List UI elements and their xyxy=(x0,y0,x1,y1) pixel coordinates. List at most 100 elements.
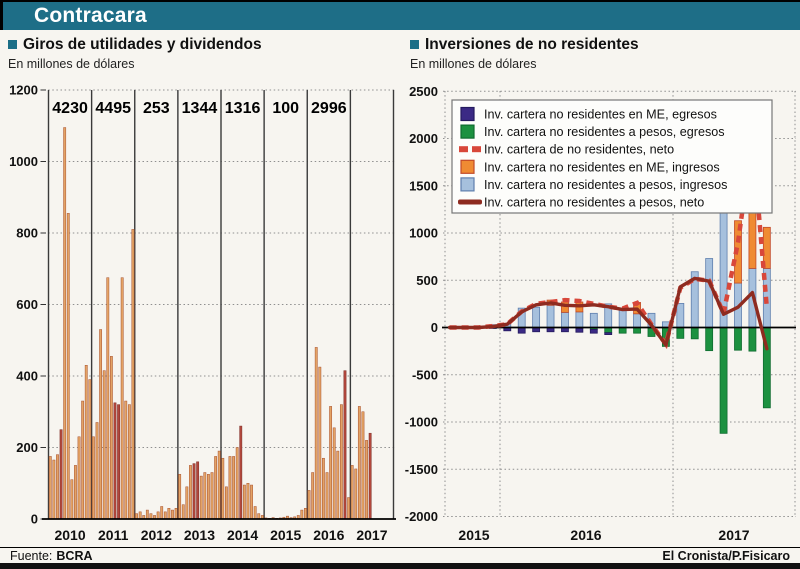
month-bar xyxy=(163,511,167,520)
month-bar xyxy=(167,508,171,520)
month-bar xyxy=(156,511,160,520)
me-outflow-bar xyxy=(604,332,613,335)
year-label: 2017 xyxy=(718,527,749,543)
pesos-inflow-bar xyxy=(561,311,569,328)
legend-square-swatch xyxy=(460,124,475,139)
month-bar xyxy=(318,366,322,520)
month-bar xyxy=(81,400,85,520)
pesos-outflow-bar xyxy=(734,327,742,351)
pesos-outflow-bar xyxy=(676,327,685,339)
month-bar xyxy=(109,356,113,520)
month-bar xyxy=(63,127,67,520)
month-bar xyxy=(174,508,178,520)
bottom-black-bar xyxy=(0,563,800,569)
y-tick-label: -500 xyxy=(412,367,438,382)
month-bar xyxy=(343,370,347,520)
footer: Fuente: BCRA El Cronista/P.Fisicaro xyxy=(0,547,800,563)
year-label: 2012 xyxy=(141,527,172,543)
month-bar xyxy=(88,379,92,520)
year-total: 1316 xyxy=(225,100,261,117)
month-bar xyxy=(84,365,88,520)
pesos-inflow-bar xyxy=(633,313,641,328)
source-value: BCRA xyxy=(56,548,93,563)
year-label: 2016 xyxy=(313,527,344,543)
month-bar xyxy=(228,456,232,520)
month-bar xyxy=(113,402,117,520)
year-total: 4495 xyxy=(95,100,131,117)
month-bar xyxy=(300,509,304,520)
month-bar xyxy=(210,472,214,520)
month-bar xyxy=(203,472,207,520)
y-tick-label: 1000 xyxy=(409,226,438,241)
right-chart-title: Inversiones de no residentes xyxy=(410,36,639,54)
me-outflow-bar xyxy=(589,328,598,334)
year-total: 253 xyxy=(143,100,170,117)
month-bar xyxy=(117,404,120,520)
net-pesos-solid-line xyxy=(447,276,769,351)
month-bar xyxy=(138,511,142,520)
legend: Inv. cartera no residentes en ME, egreso… xyxy=(451,99,773,214)
month-bar xyxy=(95,422,99,520)
legend-label: Inv. cartera no residentes a pesos, ingr… xyxy=(484,178,727,192)
year-label: 2017 xyxy=(356,527,387,543)
month-bar xyxy=(365,440,368,520)
legend-label: Inv. cartera de no residentes, neto xyxy=(484,143,674,157)
month-bar xyxy=(239,425,243,520)
month-bar xyxy=(178,474,182,520)
month-bar xyxy=(207,474,210,520)
right-chart-title-text: Inversiones de no residentes xyxy=(425,36,639,53)
pesos-outflow-bar xyxy=(719,327,728,434)
month-bar xyxy=(59,429,63,520)
square-bullet-icon xyxy=(410,40,419,49)
y-tick-label: 800 xyxy=(16,226,38,241)
month-bar xyxy=(311,472,315,520)
month-bar xyxy=(361,411,365,520)
pesos-inflow-bar xyxy=(589,312,598,328)
pesos-inflow-bar xyxy=(532,306,541,328)
year-label: 2015 xyxy=(458,527,489,543)
month-bar xyxy=(171,509,174,520)
month-bar xyxy=(127,404,131,520)
month-bar xyxy=(77,436,81,520)
month-bar xyxy=(332,427,336,520)
pesos-inflow-bar xyxy=(705,258,714,328)
credit-note: El Cronista/P.Fisicaro xyxy=(662,548,790,563)
year-label: 2014 xyxy=(227,527,258,543)
month-bar xyxy=(217,450,221,520)
month-bar xyxy=(246,483,250,520)
month-bar xyxy=(185,486,189,520)
y-tick-label: 1200 xyxy=(9,83,38,98)
right-chart-subtitle: En millones de dólares xyxy=(410,57,537,71)
month-bar xyxy=(224,486,228,520)
month-bar xyxy=(232,456,235,520)
month-bar xyxy=(235,447,239,520)
month-bar xyxy=(145,509,149,520)
year-label: 2011 xyxy=(98,527,129,543)
y-tick-label: 1000 xyxy=(9,154,38,169)
month-bar xyxy=(70,479,74,520)
month-bar xyxy=(124,400,128,520)
month-bar xyxy=(329,406,333,520)
month-bar xyxy=(196,461,200,520)
pesos-outflow-bar xyxy=(705,327,714,352)
month-bar xyxy=(322,457,325,520)
year-separators xyxy=(47,90,395,519)
month-bar xyxy=(325,472,329,520)
month-bar xyxy=(242,484,246,520)
legend-label: Inv. cartera no residentes en ME, ingres… xyxy=(484,160,720,174)
legend-label: Inv. cartera no residentes a pesos, neto xyxy=(484,196,704,210)
y-tick-label: 2500 xyxy=(409,84,438,99)
source-label: Fuente: xyxy=(10,548,53,563)
legend-box xyxy=(451,99,773,214)
month-bar xyxy=(120,277,124,520)
month-bar xyxy=(99,329,103,520)
y-tick-label: 1500 xyxy=(409,178,438,193)
banner-title: Contracara xyxy=(34,4,147,27)
pesos-inflow-bar xyxy=(676,303,685,328)
month-bar xyxy=(160,506,164,520)
month-bar xyxy=(350,465,354,520)
pesos-inflow-bar xyxy=(575,311,584,328)
legend-square-swatch xyxy=(460,177,475,192)
